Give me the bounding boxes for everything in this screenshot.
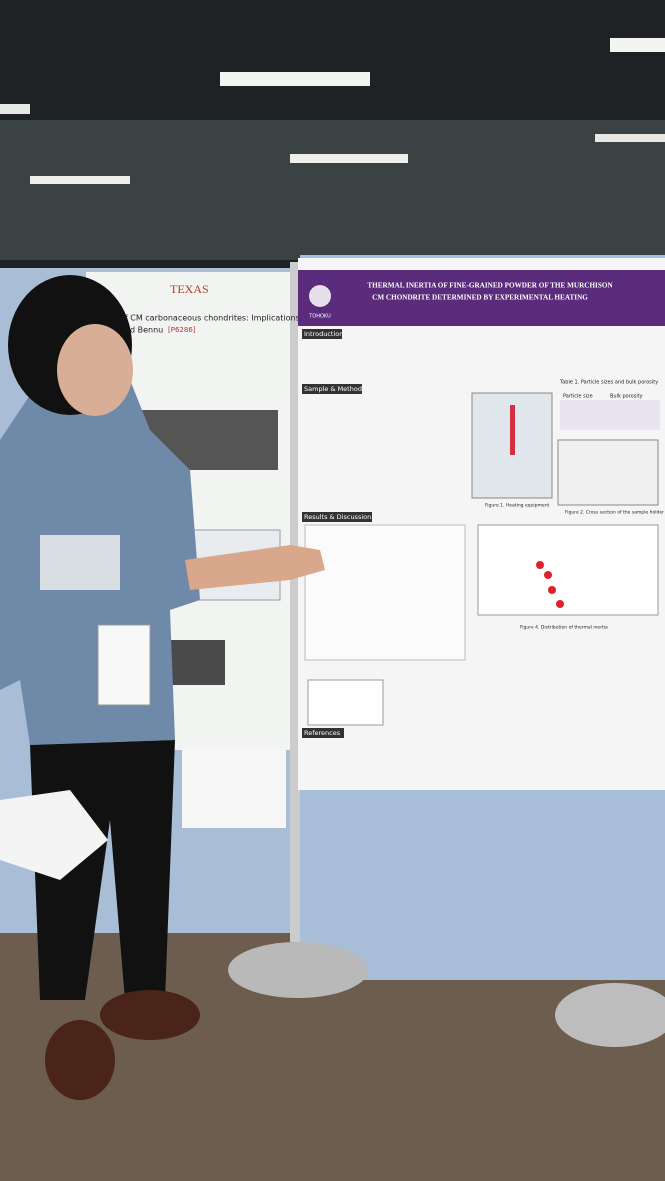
ceiling-light <box>220 72 370 86</box>
section-title: Results & Discussion <box>304 513 371 521</box>
abstract-id: [P6286] <box>168 326 196 334</box>
poster-title: CM CHONDRITE DETERMINED BY EXPERIMENTAL … <box>372 294 588 302</box>
plot-point <box>536 561 544 569</box>
logo: TOHOKU <box>308 314 331 320</box>
figure <box>557 439 659 506</box>
figure-caption: Figure 1. Heating equipment <box>485 503 550 509</box>
section-title: References <box>304 729 341 737</box>
poster-image <box>170 640 225 685</box>
plot-point <box>544 571 552 579</box>
section-title: Introduction <box>304 330 343 338</box>
figure <box>304 524 466 661</box>
figure-caption: Figure 4. Distribution of thermal inerti… <box>520 625 608 631</box>
shoe <box>100 990 200 1040</box>
section-header <box>302 384 362 394</box>
laser-beam <box>510 405 515 455</box>
section-title: Sample & Method <box>304 385 362 393</box>
figure-caption: Figure 2. Cross section of the sample ho… <box>565 510 664 516</box>
paper-sheet <box>0 790 108 880</box>
table-caption: Table 1. Particle sizes and bulk porosit… <box>559 380 658 386</box>
shirt-stripe <box>40 535 120 590</box>
plot-point <box>548 586 556 594</box>
glass-wall <box>0 120 665 260</box>
logo: TEXAS <box>170 282 209 296</box>
face <box>57 324 133 416</box>
ceiling-light <box>290 154 408 163</box>
ceiling-light <box>595 134 665 142</box>
plot-point <box>556 600 564 608</box>
arm <box>185 545 325 590</box>
board-stand <box>228 942 368 998</box>
poster-title: and Bennu <box>120 326 163 335</box>
title-band <box>298 270 665 326</box>
section-header <box>302 728 344 738</box>
figure <box>307 679 384 726</box>
section-header <box>302 329 342 339</box>
board-stand <box>555 983 665 1047</box>
shoe <box>45 1020 115 1100</box>
table-header: Bulk porosity <box>610 394 643 400</box>
note-card <box>182 748 286 828</box>
poster-title: THERMAL INERTIA OF FINE-GRAINED POWDER O… <box>367 282 613 290</box>
poster-title: of CM carbonaceous chondrites: Implicati… <box>120 314 314 323</box>
table-header: Particle size <box>563 394 593 400</box>
name-badge <box>97 624 151 706</box>
logo-mark <box>309 285 331 307</box>
ceiling-light <box>30 176 130 184</box>
section-header <box>302 512 372 522</box>
figure <box>477 524 659 616</box>
board-pole <box>290 262 300 942</box>
table-body <box>560 400 660 430</box>
ceiling-light <box>0 104 30 114</box>
ceiling-light <box>610 38 665 52</box>
